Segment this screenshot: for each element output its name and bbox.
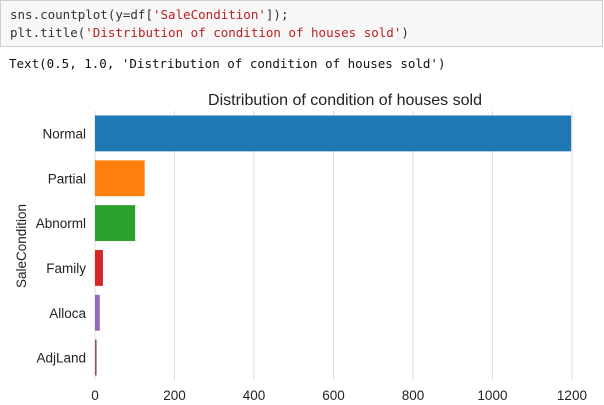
code-string: 'Distribution of condition of houses sol… [85, 25, 402, 40]
y-tick-label: Abnorml [36, 216, 86, 231]
output-text: Text(0.5, 1.0, 'Distribution of conditio… [9, 56, 446, 71]
bar-abnorml [95, 205, 136, 242]
code-cell[interactable]: sns.countplot(y=df['SaleCondition']); pl… [0, 0, 603, 47]
x-tick-label: 600 [322, 388, 345, 403]
y-axis-label: SaleCondition [14, 204, 29, 288]
y-tick-label: Family [46, 261, 86, 276]
bar-alloca [95, 294, 100, 331]
y-tick-label: AdjLand [36, 351, 86, 366]
plot-background [95, 111, 595, 380]
y-tick-label: Partial [48, 171, 86, 186]
code-text: ) [401, 25, 409, 40]
y-tick-labels: Normal Partial Abnorml Family Alloca AdjLand [36, 126, 87, 365]
bar-adjland [95, 339, 97, 376]
code-text: sns.countplot(y=df[ [10, 7, 153, 22]
code-line-2: plt.title('Distribution of condition of … [10, 24, 593, 42]
bars-group [95, 115, 572, 376]
bar-partial [95, 160, 145, 197]
y-tick-label: Alloca [49, 306, 86, 321]
x-tick-labels: 0 200 400 600 800 1000 1200 [91, 388, 587, 403]
bar-normal [95, 115, 572, 152]
grid-lines [94, 111, 573, 380]
x-tick-label: 0 [91, 388, 99, 403]
bar-family [95, 249, 103, 286]
x-tick-label: 400 [243, 388, 266, 403]
x-tick-label: 200 [163, 388, 186, 403]
code-text: ]); [265, 7, 289, 22]
y-tick-label: Normal [42, 126, 86, 141]
x-tick-label: 800 [402, 388, 425, 403]
x-tick-label: 1200 [557, 388, 587, 403]
code-text: plt.title( [10, 25, 86, 40]
chart-title: Distribution of condition of houses sold [208, 92, 482, 109]
x-tick-label: 1000 [477, 388, 507, 403]
code-line-1: sns.countplot(y=df['SaleCondition']); [10, 6, 593, 24]
code-string: 'SaleCondition' [153, 7, 266, 22]
